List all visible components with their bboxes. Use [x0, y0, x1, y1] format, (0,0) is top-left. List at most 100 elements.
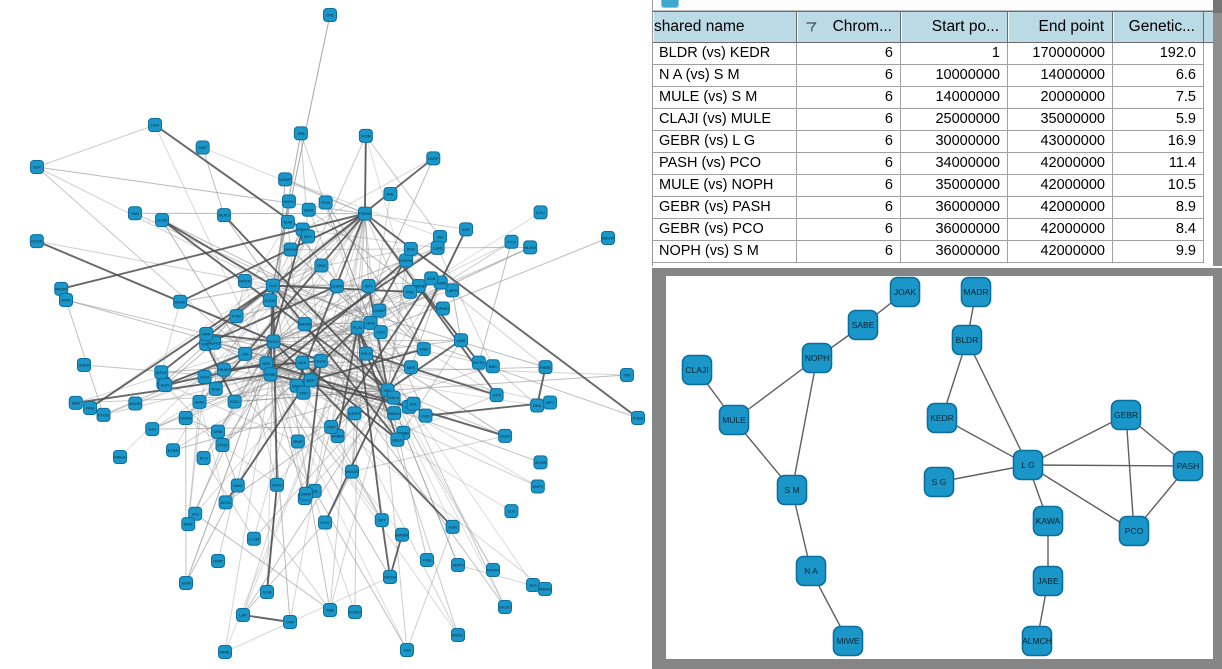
network-node[interactable]: EWMR: [395, 527, 410, 542]
network-node[interactable]: SPT: [361, 278, 376, 293]
table-cell[interactable]: 34000000: [901, 153, 1008, 175]
large-network-canvas[interactable]: OKO LUS SKE BTBE HDL PLJU UHJD ROLE PSHW HJJ PLM OM…: [0, 0, 655, 669]
table-cell[interactable]: 43000000: [1008, 131, 1113, 153]
network-node-joak[interactable]: JOAK: [889, 276, 921, 308]
network-node[interactable]: JJG: [238, 346, 253, 361]
network-node[interactable]: BSP: [303, 373, 318, 388]
network-node[interactable]: WRRS: [538, 582, 552, 596]
network-node[interactable]: PTG: [504, 234, 519, 249]
network-node[interactable]: EGMO: [348, 605, 362, 619]
table-cell[interactable]: 35000000: [1008, 109, 1113, 131]
network-node[interactable]: GWW: [299, 486, 314, 501]
network-node[interactable]: LLG: [504, 504, 519, 519]
network-node[interactable]: GSER: [77, 358, 91, 372]
table-cell[interactable]: MULE (vs) S M: [653, 87, 797, 109]
network-node[interactable]: WTLE: [154, 365, 169, 380]
network-node[interactable]: AGB: [424, 271, 439, 286]
network-node[interactable]: UHJD: [313, 353, 328, 368]
network-node[interactable]: SBA: [68, 395, 83, 410]
network-node[interactable]: ETOG: [96, 407, 111, 422]
network-node[interactable]: GEDE: [29, 234, 44, 249]
network-node[interactable]: DOO: [318, 515, 333, 530]
table-cell[interactable]: 8.4: [1113, 219, 1204, 241]
network-node[interactable]: NKWN: [486, 563, 500, 577]
table-cell[interactable]: 6: [797, 109, 901, 131]
network-node[interactable]: GALA: [386, 390, 401, 405]
table-row[interactable]: MULE (vs) S M 6 14000000 20000000 7.5: [653, 87, 1213, 109]
network-node-miwe[interactable]: MIWE: [832, 625, 864, 657]
table-cell[interactable]: GEBR (vs) PASH: [653, 197, 797, 219]
network-node[interactable]: GBUJ: [390, 432, 405, 447]
network-node[interactable]: HSB: [416, 342, 431, 357]
network-node[interactable]: JRB: [293, 126, 308, 141]
network-node[interactable]: PKB: [420, 553, 434, 567]
network-node[interactable]: BBS: [485, 359, 500, 374]
table-cell[interactable]: 42000000: [1008, 197, 1113, 219]
table-cell[interactable]: 35000000: [901, 175, 1008, 197]
network-node[interactable]: BPJ: [543, 395, 558, 410]
network-node-s-m[interactable]: S M: [776, 474, 808, 506]
network-node[interactable]: GOB: [260, 585, 274, 599]
table-row[interactable]: GEBR (vs) L G 6 30000000 43000000 16.9: [653, 131, 1213, 153]
network-node-noph[interactable]: NOPH: [801, 342, 833, 374]
network-node[interactable]: OROW: [283, 242, 298, 257]
column-header-1[interactable]: Chrom...: [797, 12, 901, 42]
table-cell[interactable]: 6: [797, 241, 901, 263]
network-node[interactable]: JRUP: [290, 434, 305, 449]
network-node-n-a[interactable]: N A: [795, 555, 827, 587]
small-network-canvas[interactable]: JOAK MADR SABE BLDR NOPH CLAJI MULE KEDR GEBR L G…: [666, 276, 1213, 659]
network-node[interactable]: DKL: [406, 396, 421, 411]
network-node[interactable]: APW: [59, 293, 73, 307]
table-cell[interactable]: 36000000: [901, 197, 1008, 219]
network-node[interactable]: WOS: [270, 477, 285, 492]
network-node[interactable]: ODMG: [178, 411, 193, 426]
table-cell[interactable]: 14000000: [1008, 65, 1113, 87]
network-node[interactable]: PAM: [83, 401, 97, 415]
network-node[interactable]: JTNO: [215, 438, 230, 453]
network-node[interactable]: JNA: [400, 643, 414, 657]
network-node-bldr[interactable]: BLDR: [951, 324, 983, 356]
network-node[interactable]: BMM: [192, 394, 207, 409]
column-header-3[interactable]: End point: [1008, 12, 1113, 42]
network-node[interactable]: UGHP: [278, 172, 293, 187]
table-cell[interactable]: 192.0: [1113, 43, 1204, 65]
network-node[interactable]: WUE: [181, 517, 196, 532]
network-node-s-g[interactable]: S G: [923, 466, 955, 498]
table-cell[interactable]: PASH (vs) PCO: [653, 153, 797, 175]
network-node[interactable]: TDN: [373, 325, 388, 340]
network-node[interactable]: EPLS: [359, 346, 374, 361]
network-node[interactable]: OUR: [197, 370, 212, 385]
table-cell[interactable]: 9.9: [1113, 241, 1204, 263]
network-node-pco[interactable]: PCO: [1118, 515, 1150, 547]
network-node[interactable]: OMT: [324, 420, 339, 435]
network-node[interactable]: MEK: [404, 360, 419, 375]
network-node[interactable]: DAP: [195, 140, 210, 155]
table-row[interactable]: GEBR (vs) PASH 6 36000000 42000000 8.9: [653, 197, 1213, 219]
network-node[interactable]: GBG: [314, 258, 329, 273]
network-node[interactable]: KAJ: [145, 422, 160, 437]
network-node[interactable]: OTE: [323, 8, 337, 22]
table-cell[interactable]: 10.5: [1113, 175, 1204, 197]
table-cell[interactable]: 42000000: [1008, 153, 1113, 175]
network-node[interactable]: PTW: [229, 309, 244, 324]
network-node[interactable]: SOW: [179, 576, 193, 590]
table-cell[interactable]: MULE (vs) NOPH: [653, 175, 797, 197]
network-node[interactable]: JLGW: [262, 293, 277, 308]
network-node[interactable]: NSTD: [471, 355, 486, 370]
network-node-kawa[interactable]: KAWA: [1032, 505, 1064, 537]
table-cell[interactable]: 30000000: [901, 131, 1008, 153]
table-cell[interactable]: 6: [797, 197, 901, 219]
table-cell[interactable]: CLAJI (vs) MULE: [653, 109, 797, 131]
network-node[interactable]: OPWG: [435, 301, 450, 316]
table-cell[interactable]: 20000000: [1008, 87, 1113, 109]
network-node[interactable]: LLUM: [246, 531, 261, 546]
network-node[interactable]: DRM: [210, 424, 225, 439]
network-node[interactable]: LWG: [230, 478, 245, 493]
network-node[interactable]: TMU: [296, 385, 311, 400]
network-node[interactable]: NRSR: [237, 274, 252, 289]
network-node[interactable]: LBHP: [426, 151, 441, 166]
network-node[interactable]: EHPJ: [530, 479, 545, 494]
table-cell[interactable]: 11.4: [1113, 153, 1204, 175]
scrollbar-thumb[interactable]: [661, 0, 679, 8]
network-node[interactable]: ROLE: [266, 334, 281, 349]
